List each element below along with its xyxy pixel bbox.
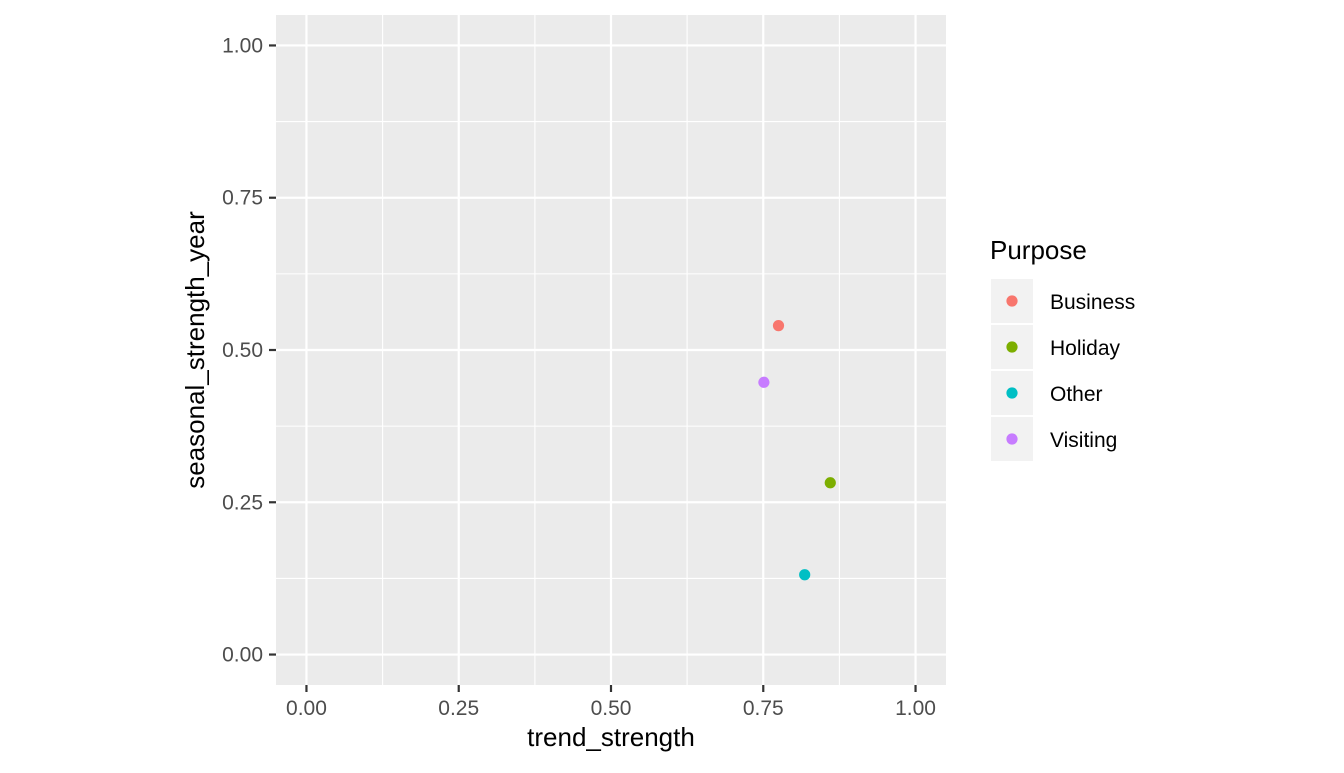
y-tick-label: 0.00 <box>222 644 263 667</box>
legend-label-business: Business <box>1050 291 1135 314</box>
x-tick-labels: 0.00 0.25 0.50 0.75 1.00 <box>286 697 936 720</box>
data-point-holiday <box>824 477 836 489</box>
legend-key-holiday <box>1006 341 1018 353</box>
legend: Purpose Business Holiday Other Visiting <box>990 235 1135 461</box>
legend-label-holiday: Holiday <box>1050 337 1121 360</box>
y-tick-labels: 0.00 0.25 0.50 0.75 1.00 <box>222 34 263 666</box>
legend-entry-business: Business <box>991 279 1135 323</box>
x-tick-label: 0.25 <box>438 697 479 720</box>
data-point-other <box>799 569 811 581</box>
legend-key-business <box>1006 295 1018 307</box>
axis-ticks <box>269 44 917 692</box>
x-tick-label: 0.75 <box>743 697 784 720</box>
legend-entry-visiting: Visiting <box>991 417 1117 461</box>
x-tick-label: 0.50 <box>591 697 632 720</box>
x-tick-label: 1.00 <box>895 697 936 720</box>
legend-entries: Business Holiday Other Visiting <box>991 279 1135 461</box>
x-axis-title: trend_strength <box>527 722 695 752</box>
legend-title: Purpose <box>990 235 1087 265</box>
legend-entry-holiday: Holiday <box>991 325 1121 369</box>
data-point-business <box>772 320 785 332</box>
legend-entry-other: Other <box>991 371 1103 415</box>
y-axis-title: seasonal_strength_year <box>180 211 210 489</box>
legend-key-visiting <box>1006 433 1018 445</box>
data-points <box>758 320 836 581</box>
y-tick-label: 1.00 <box>222 34 263 57</box>
legend-label-other: Other <box>1050 383 1103 406</box>
legend-label-visiting: Visiting <box>1050 429 1117 452</box>
legend-key-other <box>1006 387 1018 399</box>
grid-major <box>276 15 946 685</box>
y-tick-label: 0.50 <box>222 339 263 362</box>
data-point-visiting <box>758 376 770 388</box>
y-tick-label: 0.75 <box>222 187 263 210</box>
y-tick-label: 0.25 <box>222 491 263 514</box>
x-tick-label: 0.00 <box>286 697 327 720</box>
